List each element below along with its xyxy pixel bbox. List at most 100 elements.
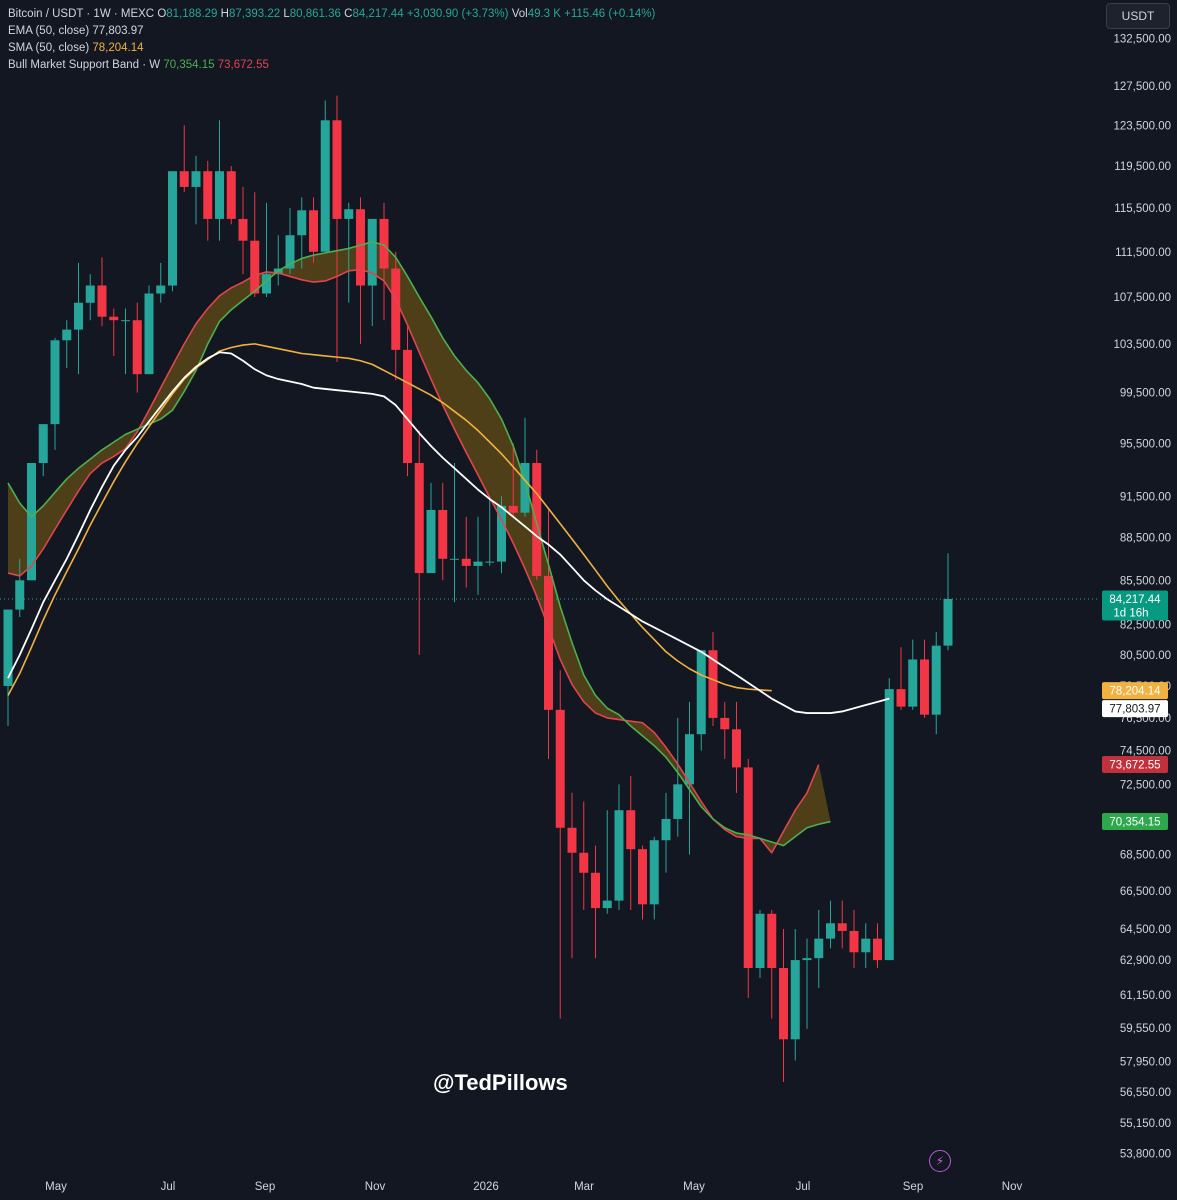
candle-body[interactable] — [649, 840, 659, 905]
candle-body[interactable] — [238, 218, 248, 241]
price-label-tag — [1102, 756, 1168, 774]
candle-body[interactable] — [191, 171, 201, 187]
candle-body[interactable] — [508, 505, 518, 513]
y-tick-label: 59,550.00 — [1120, 1023, 1171, 1035]
price-label-tag — [1102, 813, 1168, 831]
candle-body[interactable] — [579, 852, 589, 873]
candle-body[interactable] — [27, 463, 36, 581]
low-value: 80,861.36 — [289, 8, 341, 20]
candle-body[interactable] — [262, 274, 271, 294]
candle-body[interactable] — [426, 509, 436, 574]
candle-body[interactable] — [156, 285, 166, 294]
candle-body[interactable] — [826, 923, 835, 939]
candle-body[interactable] — [414, 463, 424, 574]
candle-body[interactable] — [297, 210, 307, 236]
symbol-title[interactable]: Bitcoin / USDT · 1W · MEXC — [8, 8, 155, 20]
candle-body[interactable] — [74, 302, 83, 330]
lightning-icon[interactable]: ⚡ — [929, 1150, 951, 1172]
candle-body[interactable] — [544, 575, 553, 710]
price-label-tag — [1102, 700, 1168, 718]
candle-body[interactable] — [85, 285, 95, 303]
candle-body[interactable] — [461, 558, 471, 566]
candle-body[interactable] — [344, 209, 354, 219]
candle-body[interactable] — [720, 717, 730, 730]
candle-body[interactable] — [38, 424, 48, 464]
candle-body[interactable] — [332, 120, 342, 219]
band-legend-row[interactable]: Bull Market Support Band · W 70,354.15 7… — [8, 57, 655, 74]
candle-body[interactable] — [532, 463, 542, 576]
candle-body[interactable] — [614, 810, 624, 901]
candle-body[interactable] — [109, 316, 119, 321]
candle-body[interactable] — [661, 818, 671, 841]
candle-body[interactable] — [438, 509, 448, 559]
candle-body[interactable] — [743, 767, 753, 968]
candle-body[interactable] — [896, 689, 906, 707]
candle-body[interactable] — [250, 240, 260, 294]
candle-body[interactable] — [591, 872, 600, 909]
candle-body[interactable] — [379, 218, 389, 269]
candle-body[interactable] — [626, 810, 636, 850]
candle-body[interactable] — [755, 913, 765, 968]
candle-body[interactable] — [708, 650, 718, 718]
candle-body[interactable] — [837, 923, 847, 931]
sma-legend-row[interactable]: SMA (50, close) 78,204.14 — [8, 40, 655, 57]
candle-body[interactable] — [132, 320, 142, 375]
candle-body[interactable] — [685, 734, 694, 785]
candle-body[interactable] — [179, 171, 189, 187]
candle-body[interactable] — [861, 938, 871, 953]
price-label-value: 73,672.55 — [1109, 760, 1160, 772]
candle-body[interactable] — [367, 218, 377, 286]
candle-body[interactable] — [121, 320, 130, 322]
candle-body[interactable] — [920, 659, 929, 715]
candle-body[interactable] — [638, 849, 647, 905]
y-tick-label: 56,550.00 — [1120, 1087, 1171, 1099]
candle-body[interactable] — [497, 505, 506, 562]
candle-body[interactable] — [309, 210, 318, 252]
candle-body[interactable] — [931, 645, 941, 715]
y-tick-label: 107,500.00 — [1113, 292, 1171, 304]
candle-body[interactable] — [450, 558, 459, 560]
currency-button[interactable]: USDT — [1106, 3, 1170, 29]
candle-body[interactable] — [226, 171, 236, 219]
candle-body[interactable] — [97, 285, 107, 317]
candle-body[interactable] — [814, 938, 824, 959]
candle-body[interactable] — [62, 329, 72, 341]
candle-body[interactable] — [555, 709, 565, 828]
price-label-value: 84,217.44 — [1109, 594, 1161, 606]
candle-body[interactable] — [285, 235, 295, 269]
candle-body[interactable] — [473, 561, 483, 566]
candle-body[interactable] — [15, 580, 25, 610]
candle-body[interactable] — [790, 960, 800, 1040]
candle-body[interactable] — [908, 659, 918, 707]
y-tick-label: 127,500.00 — [1113, 81, 1171, 93]
candle-body[interactable] — [767, 913, 777, 968]
candle-body[interactable] — [732, 729, 741, 768]
candle-body[interactable] — [356, 209, 365, 286]
candle-body[interactable] — [696, 650, 706, 735]
ema50-line — [7, 351, 890, 714]
candle-body[interactable] — [567, 827, 577, 853]
candle-body[interactable] — [391, 268, 401, 350]
candle-body[interactable] — [520, 463, 530, 513]
candle-body[interactable] — [168, 171, 177, 286]
candle-body[interactable] — [884, 689, 894, 961]
candle-body[interactable] — [673, 784, 683, 819]
candle-body[interactable] — [50, 340, 60, 425]
y-tick-label: 88,500.00 — [1120, 533, 1171, 545]
x-tick-label: Sep — [255, 1181, 275, 1193]
candle-body[interactable] — [144, 293, 154, 375]
candle-body[interactable] — [320, 120, 330, 252]
candle-body[interactable] — [943, 598, 953, 646]
candle-body[interactable] — [403, 349, 412, 464]
candle-body[interactable] — [602, 900, 612, 909]
ema-legend-row[interactable]: EMA (50, close) 77,803.97 — [8, 23, 655, 40]
candle-body[interactable] — [779, 967, 788, 1040]
candle-body[interactable] — [215, 171, 224, 219]
candle-body[interactable] — [203, 171, 213, 219]
candle-body[interactable] — [873, 938, 882, 961]
candle-body[interactable] — [802, 958, 812, 961]
candle-body[interactable] — [485, 561, 495, 563]
candle-body[interactable] — [3, 609, 13, 686]
candle-body[interactable] — [849, 930, 859, 953]
